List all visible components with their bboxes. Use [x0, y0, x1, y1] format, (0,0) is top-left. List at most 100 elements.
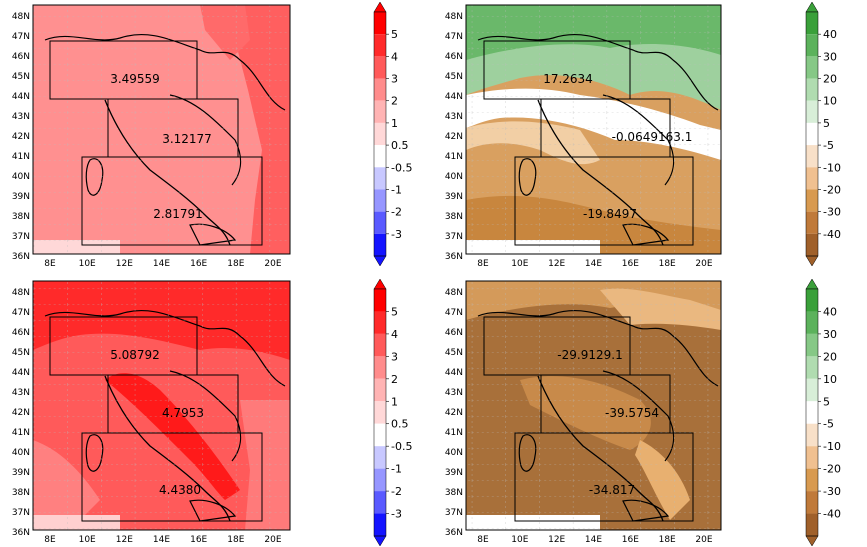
- colorbar-swatch: [806, 289, 818, 312]
- colorbar-swatch: [374, 311, 386, 334]
- lon-tick-label: 14E: [153, 535, 170, 545]
- colorbar-frame: [373, 11, 387, 257]
- lat-tick-label: 37N: [12, 508, 30, 518]
- lat-tick-label: 45N: [445, 72, 463, 82]
- lat-tick-label: 43N: [445, 112, 463, 122]
- lon-tick-label: 14E: [585, 259, 602, 269]
- lon-tick-label: 10E: [79, 535, 96, 545]
- colorbar-swatch: [374, 333, 386, 357]
- lat-tick-label: 37N: [12, 232, 30, 242]
- colorbar-tick-label: 5: [391, 305, 398, 318]
- lon-tick-label: 8E: [44, 259, 56, 269]
- colorbar-tick-label: -5: [823, 139, 834, 152]
- region-box-south: [81, 432, 263, 522]
- colorbar-tick-label: 2: [391, 373, 398, 386]
- region-value-south: 2.81791: [153, 207, 203, 221]
- lat-tick-label: 43N: [12, 112, 30, 122]
- lon-tick-label: 10E: [79, 259, 96, 269]
- temperature-map-top: 3.49559 3.12177 2.81791: [32, 4, 291, 255]
- lat-tick-label: 45N: [12, 72, 30, 82]
- lat-tick-label: 47N: [445, 32, 463, 42]
- colorbar-tick-label: 10: [823, 95, 837, 108]
- colorbar-swatch: [806, 378, 818, 402]
- lat-tick-label: 41N: [12, 152, 30, 162]
- colorbar-tick-label: 0.5: [391, 418, 409, 431]
- colorbar-swatch: [806, 446, 818, 469]
- colorbar-swatch: [374, 423, 386, 447]
- lat-tick-label: 48N: [12, 12, 30, 22]
- colorbar-frame: [805, 288, 819, 537]
- colorbar-swatch: [374, 401, 386, 424]
- temperature-map-bottom: 5.08792 4.7953 4.4380: [32, 280, 291, 531]
- lat-tick-label: 42N: [12, 408, 30, 418]
- map-frame: [465, 280, 722, 531]
- colorbar-arrow-top: [373, 1, 387, 13]
- temperature-colorbar-bottom: 5 4 3 2 1 0.5 -0.5 -1 -2 -3: [373, 278, 412, 547]
- region-value-north: 3.49559: [110, 72, 160, 86]
- colorbar-arrow-top: [805, 1, 819, 13]
- lon-tick-label: 10E: [511, 535, 528, 545]
- lat-tick-label: 38N: [12, 212, 30, 222]
- lat-tick-label: 47N: [12, 308, 30, 318]
- colorbar-tick-label: -0.5: [391, 440, 412, 453]
- colorbar-swatch: [374, 356, 386, 379]
- lat-tick-label: 46N: [445, 52, 463, 62]
- colorbar-tick-label: 20: [823, 73, 837, 86]
- colorbar-tick-label: 5: [823, 117, 830, 130]
- lon-tick-label: 8E: [477, 535, 489, 545]
- colorbar-arrow-bottom: [805, 255, 819, 267]
- region-value-north: -29.9129.1: [557, 348, 622, 362]
- colorbar-tick-label: 0.5: [391, 139, 409, 152]
- lon-tick-label: 18E: [227, 535, 244, 545]
- colorbar-tick-label: -30: [823, 206, 841, 219]
- colorbar-tick-label: -40: [823, 228, 841, 241]
- colorbar-tick-label: 40: [823, 28, 837, 41]
- lat-tick-label: 36N: [12, 252, 30, 262]
- colorbar-tick-label: 3: [391, 350, 398, 363]
- lon-tick-label: 16E: [190, 535, 207, 545]
- colorbar-tick-label: -10: [823, 161, 841, 174]
- colorbar-tick-label: 40: [823, 305, 837, 318]
- colorbar-arrow-bottom: [373, 255, 387, 267]
- colorbar-swatch: [374, 167, 386, 190]
- colorbar-swatch: [806, 34, 818, 57]
- lon-tick-label: 14E: [153, 259, 170, 269]
- colorbar-tick-label: -2: [391, 485, 402, 498]
- lon-tick-label: 18E: [659, 259, 676, 269]
- colorbar-swatch: [806, 189, 818, 212]
- colorbar-tick-label: -3: [391, 228, 402, 241]
- colorbar-swatch: [806, 145, 818, 168]
- lon-tick-label: 16E: [190, 259, 207, 269]
- lat-tick-label: 48N: [12, 288, 30, 298]
- colorbar-tick-label: 30: [823, 50, 837, 63]
- colorbar-swatch: [374, 468, 386, 492]
- colorbar-swatch: [374, 233, 386, 256]
- colorbar-arrow-top: [373, 278, 387, 290]
- colorbar-swatch: [374, 12, 386, 35]
- colorbar-frame: [805, 11, 819, 257]
- lon-tick-label: 14E: [585, 535, 602, 545]
- colorbar-swatch: [374, 122, 386, 146]
- lon-tick-label: 18E: [659, 535, 676, 545]
- lon-tick-label: 12E: [116, 535, 133, 545]
- lon-tick-label: 18E: [227, 259, 244, 269]
- colorbar-tick-label: 3: [391, 73, 398, 86]
- map-frame: [32, 280, 291, 531]
- colorbar-swatch: [374, 100, 386, 123]
- colorbar-swatch: [374, 513, 386, 536]
- lat-tick-label: 40N: [12, 172, 30, 182]
- graticule: [33, 5, 290, 254]
- colorbar-swatch: [374, 211, 386, 234]
- colorbar-tick-label: 20: [823, 350, 837, 363]
- colorbar-swatch: [806, 211, 818, 234]
- lon-tick-label: 10E: [511, 259, 528, 269]
- lat-tick-label: 40N: [445, 172, 463, 182]
- lat-tick-label: 38N: [12, 488, 30, 498]
- map-frame: [32, 4, 291, 255]
- colorbar-tick-label: 30: [823, 328, 837, 341]
- lat-tick-label: 41N: [12, 428, 30, 438]
- region-box-south: [514, 432, 694, 522]
- colorbar-swatch: [806, 356, 818, 379]
- colorbar-swatch: [806, 333, 818, 357]
